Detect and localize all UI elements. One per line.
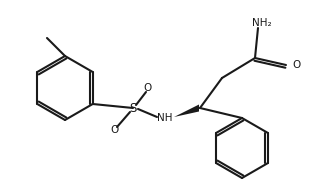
Text: NH₂: NH₂: [252, 18, 272, 28]
Text: S: S: [129, 101, 137, 114]
Text: O: O: [144, 83, 152, 93]
Text: O: O: [292, 60, 300, 70]
Text: NH: NH: [157, 113, 173, 123]
Polygon shape: [174, 104, 199, 117]
Text: O: O: [111, 125, 119, 135]
